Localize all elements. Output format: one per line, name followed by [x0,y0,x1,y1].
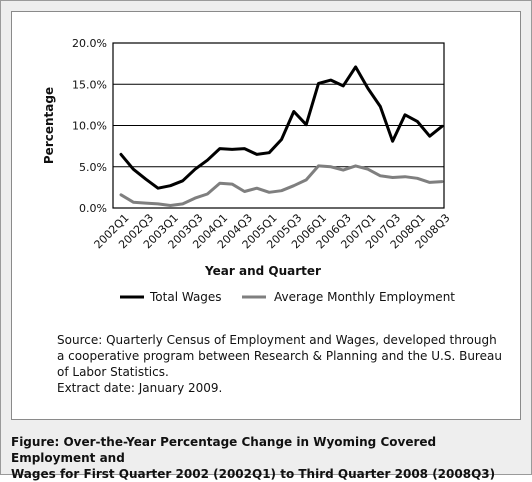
chart-panel: 0.0% 5.0% 10.0% 15.0% 20.0% 2002Q1 2002Q3 2003Q… [11,11,521,420]
y-tick-label: 15.0% [72,78,107,91]
legend-label: Total Wages [149,290,222,304]
y-tick-label: 0.0% [79,202,107,215]
caption-line: Figure: Over-the-Year Percentage Change … [11,435,437,465]
y-tick-label: 5.0% [79,161,107,174]
source-line: of Labor Statistics. [57,365,169,379]
series-line [119,65,444,190]
source-note: Source: Quarterly Census of Employment a… [57,332,512,396]
x-axis-title: Year and Quarter [204,264,321,278]
source-line: Source: Quarterly Census of Employment a… [57,333,497,347]
legend-label: Average Monthly Employment [274,290,455,304]
series-line [119,164,444,207]
y-tick-label: 20.0% [72,37,107,50]
line-chart: 0.0%5.0%10.0%15.0%20.0%2002Q12002Q32003Q… [42,37,455,304]
plot-frame [112,42,445,209]
y-tick-label: 10.0% [72,120,107,133]
source-line: a cooperative program between Research &… [57,349,502,363]
y-axis-title: Percentage [42,87,56,164]
extract-date: Extract date: January 2009. [57,381,223,395]
caption-line: Wages for First Quarter 2002 (2002Q1) to… [11,467,496,481]
